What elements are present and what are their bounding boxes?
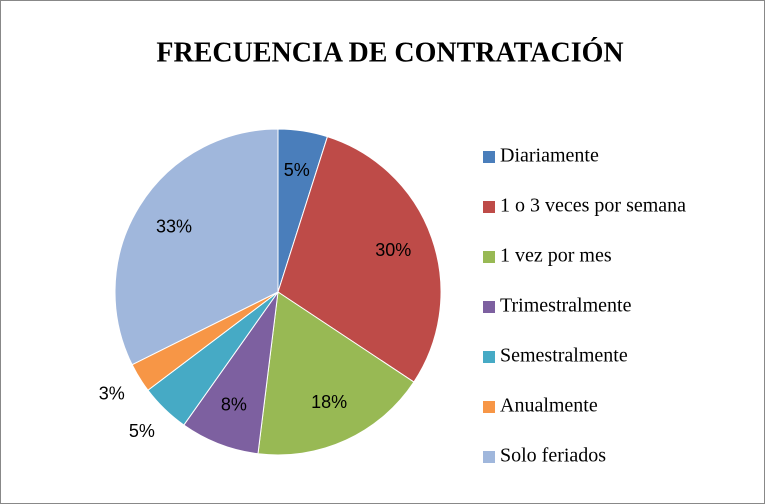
legend-swatch [483,151,495,163]
legend-label: Trimestralmente [500,295,632,317]
legend-swatch [483,301,495,313]
data-label: 5% [129,421,155,441]
data-label: 30% [375,240,411,260]
legend-label: 1 o 3 veces por semana [500,195,686,217]
legend-swatch [483,351,495,363]
legend-swatch [483,451,495,463]
data-label: 5% [284,160,310,180]
legend-swatch [483,401,495,413]
pie-slice [257,291,415,456]
legend-label: Diariamente [500,145,599,167]
legend-label: Anualmente [500,395,598,417]
legend-swatch [483,251,495,263]
chart-title: FRECUENCIA DE CONTRATACIÓN [156,37,623,68]
data-label: 8% [221,395,247,415]
legend-label: 1 vez por mes [500,245,612,267]
pie-slice [114,128,279,366]
data-label: 18% [311,392,347,412]
data-label: 3% [99,384,125,404]
data-label: 33% [156,216,192,236]
legend-label: Semestralmente [500,345,628,367]
pie-slice [277,136,442,383]
legend-swatch [483,201,495,213]
legend-label: Solo feriados [500,445,606,467]
